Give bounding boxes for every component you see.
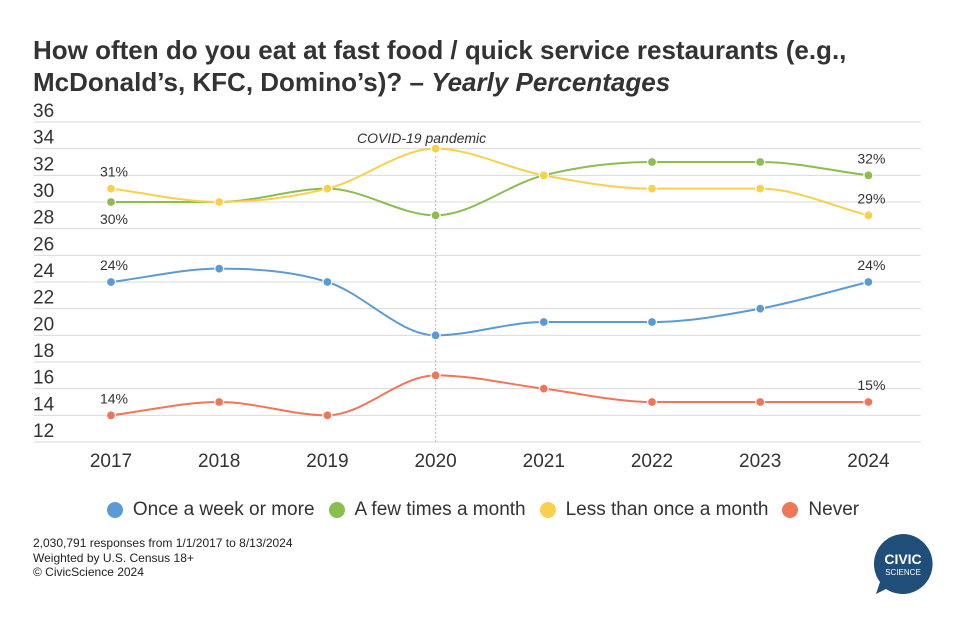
legend: Once a week or more A few times a month Le… — [0, 496, 966, 524]
legend-marker-never — [782, 502, 799, 518]
footnotes: 2,030,791 responses from 1/1/2017 to 8/1… — [33, 536, 293, 580]
data-label-once-a-week-or-more-2017: 24% — [100, 257, 128, 273]
data-label-once-a-week-or-more-2024: 24% — [857, 257, 885, 273]
y-tick-label-14: 14 — [33, 394, 55, 415]
legend-label-a-few-times-a-month: A few times a month — [354, 499, 526, 520]
data-point-less-than-once-a-month-2022 — [646, 183, 658, 194]
x-tick-label-2020: 2020 — [414, 451, 456, 472]
data-point-never-2023 — [755, 396, 766, 408]
x-tick-label-2022: 2022 — [631, 451, 673, 472]
data-point-never-2022 — [646, 396, 658, 408]
covid-annotation-label: COVID-19 pandemic — [357, 130, 486, 146]
data-label-never-2024: 15% — [857, 377, 885, 393]
data-label-never-2017: 14% — [100, 390, 128, 406]
data-point-once-a-week-or-more-2019 — [322, 276, 333, 288]
data-point-less-than-once-a-month-2023 — [755, 183, 766, 194]
legend-label-never: Never — [808, 499, 860, 520]
data-point-once-a-week-or-more-2023 — [755, 303, 766, 314]
x-tick-label-2017: 2017 — [90, 451, 132, 472]
y-tick-label-16: 16 — [33, 368, 54, 389]
civicscience-logo: CIVIC SCIENCE — [873, 534, 933, 594]
y-tick-label-12: 12 — [33, 421, 54, 442]
data-point-a-few-times-a-month-2022 — [646, 156, 658, 168]
x-tick-label-2024: 2024 — [847, 451, 890, 472]
y-tick-label-36: 36 — [33, 101, 54, 122]
data-label-less-than-once-a-month-2024: 29% — [857, 190, 885, 206]
series-line-less-than-once-a-month — [110, 147, 869, 217]
data-point-less-than-once-a-month-2019 — [322, 183, 333, 194]
data-point-never-2018 — [214, 396, 225, 408]
data-point-once-a-week-or-more-2022 — [646, 316, 658, 328]
series-line-once-a-week-or-more — [110, 267, 869, 337]
data-point-once-a-week-or-more-2021 — [538, 316, 549, 328]
data-point-a-few-times-a-month-2024 — [863, 170, 874, 181]
data-point-less-than-once-a-month-2024 — [863, 210, 874, 221]
y-tick-label-26: 26 — [33, 234, 54, 255]
data-point-never-2021 — [538, 383, 549, 394]
legend-marker-once-a-week-or-more — [106, 502, 123, 518]
data-label-less-than-once-a-month-2017: 31% — [100, 164, 128, 180]
y-tick-label-22: 22 — [33, 288, 54, 309]
legend-item-once-a-week-or-more: Once a week or more — [106, 499, 315, 521]
logo-badge-shape — [873, 534, 933, 594]
x-tick-label-2019: 2019 — [306, 451, 348, 472]
legend-item-never: Never — [782, 499, 859, 521]
chart-title-main: How often do you eat at fast food / quic… — [33, 35, 847, 97]
footnote-weighting: Weighted by U.S. Census 18+ — [33, 550, 194, 565]
data-label-a-few-times-a-month-2017: 30% — [100, 211, 128, 227]
footnote-responses: 2,030,791 responses from 1/1/2017 to 8/1… — [33, 536, 293, 550]
data-point-a-few-times-a-month-2020 — [430, 210, 441, 221]
logo-text-science: SCIENCE — [885, 568, 921, 577]
data-point-once-a-week-or-more-2024 — [863, 276, 874, 288]
chart-title: How often do you eat at fast food / quic… — [33, 34, 933, 98]
legend-label-less-than-once-a-month: Less than once a month — [565, 499, 769, 520]
data-point-less-than-once-a-month-2021 — [538, 170, 549, 181]
data-label-a-few-times-a-month-2024: 32% — [857, 150, 885, 166]
x-tick-label-2023: 2023 — [739, 451, 781, 472]
legend-item-less-than-once-a-month: Less than once a month — [539, 499, 769, 521]
data-point-less-than-once-a-month-2018 — [214, 196, 225, 208]
y-tick-label-24: 24 — [33, 261, 55, 282]
x-tick-label-2021: 2021 — [523, 451, 565, 472]
data-point-never-2020 — [430, 370, 441, 381]
y-tick-label-34: 34 — [33, 128, 55, 149]
legend-item-a-few-times-a-month: A few times a month — [328, 499, 526, 521]
data-point-less-than-once-a-month-2017 — [105, 183, 117, 194]
chart-title-emphasis: Yearly Percentages — [431, 67, 671, 97]
data-point-once-a-week-or-more-2018 — [214, 263, 225, 274]
y-tick-label-20: 20 — [33, 314, 54, 335]
series-line-never — [110, 374, 869, 417]
y-tick-label-18: 18 — [33, 341, 54, 362]
x-tick-label-2018: 2018 — [198, 451, 240, 472]
footnote-copyright: © CivicScience 2024 — [33, 565, 144, 579]
logo-text-civic: CIVIC — [884, 551, 921, 567]
data-point-once-a-week-or-more-2017 — [105, 276, 117, 288]
data-point-never-2019 — [322, 410, 333, 421]
data-point-never-2024 — [863, 396, 874, 408]
legend-marker-a-few-times-a-month — [328, 502, 345, 518]
y-tick-label-32: 32 — [33, 154, 54, 175]
data-point-a-few-times-a-month-2023 — [755, 156, 766, 168]
data-point-a-few-times-a-month-2017 — [105, 196, 117, 208]
y-tick-label-28: 28 — [33, 208, 54, 229]
legend-label-once-a-week-or-more: Once a week or more — [132, 499, 315, 520]
data-point-once-a-week-or-more-2020 — [430, 330, 441, 341]
legend-marker-less-than-once-a-month — [539, 502, 556, 518]
y-tick-label-30: 30 — [33, 181, 54, 202]
data-point-never-2017 — [105, 410, 117, 421]
data-point-less-than-once-a-month-2020 — [430, 143, 441, 154]
